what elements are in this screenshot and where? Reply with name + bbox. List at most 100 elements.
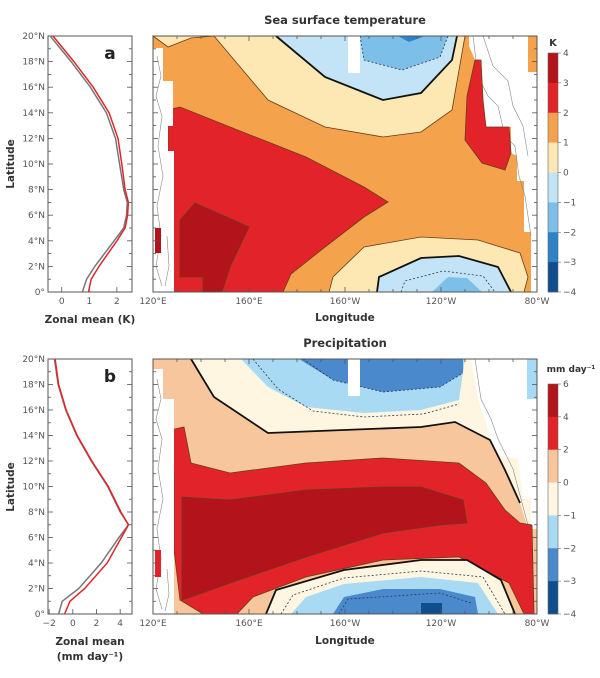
lon-tick-label: 80°W	[525, 619, 550, 629]
y-tick-label: 6°N	[28, 211, 45, 221]
lon-tick-label: 120°W	[426, 297, 457, 307]
precip-zonal-mean-profile: 0° 2°N 4°N 6°N 8°N 10°N 12°N 14°N 16°N 18°N 20°N −2…	[22, 355, 133, 629]
lon-tick-label: 160°W	[330, 619, 361, 629]
y-tick-label: 8°N	[28, 508, 45, 518]
colorbar-bin	[548, 449, 558, 483]
colorbar-bin	[548, 482, 558, 516]
y-tick-label: 4°N	[28, 559, 45, 569]
colorbar-tick-label: −1	[563, 511, 576, 521]
y-tick-label: 20°N	[22, 355, 45, 365]
series-line-red	[54, 358, 130, 615]
x-tick-label: 2	[94, 619, 100, 629]
y-tick-label: 18°N	[22, 58, 45, 68]
colorbar-bin	[548, 202, 558, 233]
colorbar-tick-label: 4	[563, 49, 569, 59]
colorbar-tick-label: 3	[563, 79, 569, 89]
sst-map-ticks: 120°E 160°E 160°W 120°W 80°W	[139, 35, 550, 307]
y-tick-label: 10°N	[22, 160, 45, 170]
colorbar-tick-label: 6	[563, 380, 569, 390]
precip-map	[153, 358, 537, 615]
colorbar-tick-label: −3	[563, 577, 576, 587]
colorbar-tick-label: −4	[563, 610, 577, 620]
x-tick-label: 2	[114, 297, 120, 307]
precip-ylabel: Latitude	[5, 462, 17, 512]
sst-map	[151, 35, 537, 293]
y-tick-label: 4°N	[28, 237, 45, 247]
sst-colorbar: 4 3 2 1 0 −1 −2 −3 −4	[547, 49, 577, 298]
precip-profile-xlabel-unit: (mm day⁻¹)	[57, 651, 123, 663]
colorbar-tick-label: −1	[563, 198, 576, 208]
colorbar-bin	[548, 53, 558, 84]
colorbar-bin	[548, 548, 558, 582]
sst-map-xlabel: Longitude	[315, 312, 375, 324]
sst-region-2-3-east	[464, 59, 512, 171]
lon-tick-label: 120°E	[139, 297, 167, 307]
lon-tick-label: 120°E	[139, 619, 167, 629]
colorbar-tick-label: −3	[563, 258, 576, 268]
x-tick-label: −2	[43, 619, 56, 629]
colorbar-tick-label: 2	[563, 446, 569, 456]
colorbar-bin	[548, 262, 558, 293]
precip-title: Precipitation	[303, 336, 387, 350]
colorbar-bin	[548, 581, 558, 615]
colorbar-bin	[548, 232, 558, 263]
land-west-pacific	[153, 48, 174, 292]
colorbar-tick-label: 2	[563, 109, 569, 119]
colorbar-tick-label: −4	[563, 288, 577, 298]
lon-tick-label: 120°W	[426, 619, 457, 629]
land-americas	[471, 359, 537, 549]
colorbar-tick-label: 4	[563, 413, 569, 423]
y-tick-label: 12°N	[22, 457, 45, 467]
y-tick-label: 8°N	[28, 186, 45, 196]
y-tick-label: 0°	[35, 610, 45, 620]
lon-tick-label: 160°E	[235, 619, 263, 629]
y-tick-label: 0°	[35, 288, 45, 298]
panel-label-a: a	[104, 44, 115, 64]
x-tick-label: 4	[117, 619, 123, 629]
x-tick-label: 1	[86, 297, 92, 307]
y-tick-label: 14°N	[22, 432, 45, 442]
colorbar-bin	[548, 515, 558, 549]
colorbar-tick-label: −2	[563, 544, 576, 554]
x-tick-label: 0	[70, 619, 76, 629]
x-tick-label: 0	[59, 297, 65, 307]
y-tick-label: 12°N	[22, 134, 45, 144]
sst-zonal-mean-profile: 0° 2°N 4°N 6°N 8°N 10°N 12°N 14°N 16°N 18°N 20°N 0 1…	[22, 32, 133, 307]
sst-colorbar-unit: K	[549, 38, 558, 49]
lon-tick-label: 80°W	[525, 297, 550, 307]
panel-label-b: b	[104, 367, 116, 387]
sst-profile-xlabel: Zonal mean (K)	[45, 314, 136, 326]
colorbar-tick-label: −2	[563, 228, 576, 238]
y-tick-label: 16°N	[22, 406, 45, 416]
lon-tick-label: 160°E	[235, 297, 263, 307]
colorbar-tick-label: 0	[563, 169, 569, 179]
colorbar-tick-label: 1	[563, 139, 569, 149]
precip-colorbar: 6 4 2 0 −1 −2 −3 −4	[547, 380, 577, 620]
sst-title: Sea surface temperature	[264, 13, 426, 27]
series-line-red	[52, 35, 130, 293]
colorbar-bin	[548, 384, 558, 418]
colorbar-tick-label: 0	[563, 479, 569, 489]
y-tick-label: 20°N	[22, 32, 45, 42]
series-line-gray	[53, 358, 130, 615]
y-tick-label: 18°N	[22, 381, 45, 391]
colorbar-frame	[547, 383, 559, 615]
y-tick-label: 2°N	[28, 585, 45, 595]
lon-tick-label: 160°W	[330, 297, 361, 307]
colorbar-bin	[548, 82, 558, 114]
sst-ylabel: Latitude	[5, 139, 17, 189]
y-tick-label: 2°N	[28, 262, 45, 272]
colorbar-bin	[548, 142, 558, 173]
precip-profile-xlabel: Zonal mean	[55, 636, 124, 648]
y-tick-label: 10°N	[22, 483, 45, 493]
land-west-pacific	[153, 369, 174, 614]
precip-colorbar-unit: mm day⁻¹	[547, 365, 596, 375]
y-tick-label: 14°N	[22, 109, 45, 119]
colorbar-bin	[548, 416, 558, 451]
y-tick-label: 6°N	[28, 534, 45, 544]
colorbar-bin	[548, 172, 558, 203]
precip-map-ticks: 120°E 160°E 160°W 120°W 80°W	[139, 358, 550, 629]
colorbar-bin	[548, 112, 558, 143]
series-line-gray	[49, 35, 129, 293]
